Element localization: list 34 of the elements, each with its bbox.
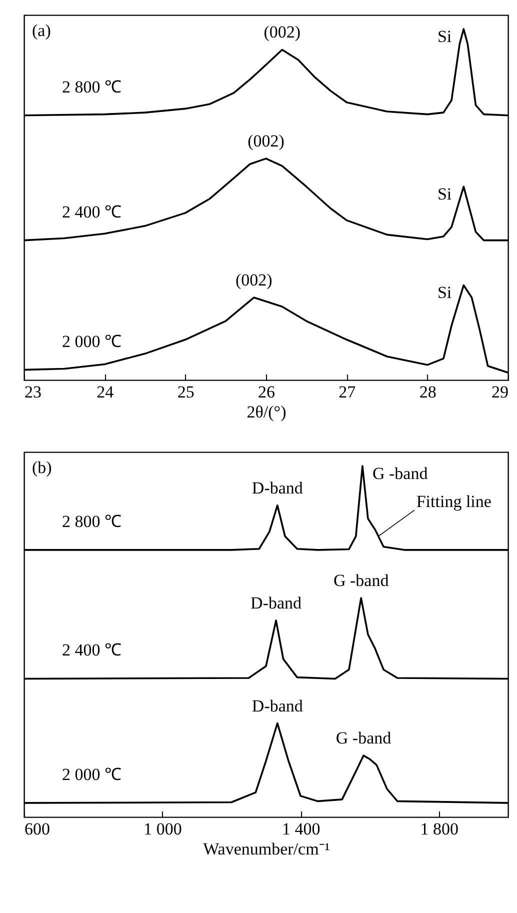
annotation: G -band <box>333 571 390 590</box>
annotation: (002) <box>248 132 284 151</box>
series-label: 2 000 ℃ <box>62 764 122 784</box>
annotation: (002) <box>264 22 301 42</box>
x-tick-label: 600 <box>24 820 50 838</box>
x-tick-label: 27 <box>338 382 356 402</box>
x-tick-label: 28 <box>419 382 436 402</box>
annotation: D-band <box>250 593 302 612</box>
series-label: 2 000 ℃ <box>62 332 122 351</box>
annotation: Fitting line <box>416 492 492 512</box>
x-tick-label: 25 <box>177 382 194 402</box>
annotation: Si <box>437 283 452 302</box>
x-tick-label: 23 <box>24 382 42 402</box>
series-label: 2 400 ℃ <box>62 640 122 660</box>
x-tick-label: 1 400 <box>282 820 320 838</box>
annotation: Si <box>437 27 452 46</box>
x-tick-label: 24 <box>96 382 114 402</box>
x-tick-label: 1 000 <box>144 820 182 838</box>
annotation: (a) <box>32 21 51 40</box>
annotation: D-band <box>252 478 304 498</box>
x-axis-title: 2θ/(°) <box>246 402 286 422</box>
annotation: (b) <box>32 458 52 477</box>
x-tick-label: 1 800 <box>420 820 458 838</box>
series-label: 2 800 ℃ <box>62 77 122 96</box>
annotation: G -band <box>372 464 428 484</box>
annotation: Si <box>437 184 452 204</box>
annotation: G -band <box>336 728 392 748</box>
x-tick-label: 26 <box>258 382 275 402</box>
x-axis-title: Wavenumber/cm⁻¹ <box>203 840 330 858</box>
series-label: 2 400 ℃ <box>62 202 122 222</box>
x-tick-label: 29 <box>492 382 508 402</box>
annotation: D-band <box>252 696 304 716</box>
series-label: 2 800 ℃ <box>62 512 122 531</box>
annotation: (002) <box>235 270 272 290</box>
